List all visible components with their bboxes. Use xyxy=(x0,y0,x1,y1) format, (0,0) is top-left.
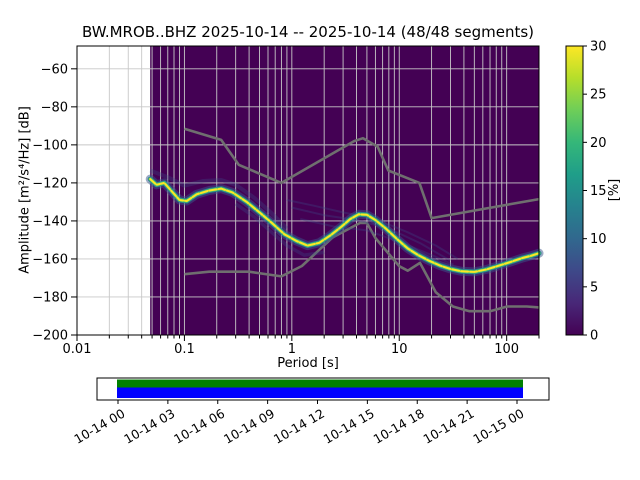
timeline-tick-label: 10-14 03 xyxy=(121,406,177,447)
psd-trace xyxy=(300,218,454,266)
timeline-coverage-bar xyxy=(117,379,523,388)
colorbar-tick-label: 15 xyxy=(590,184,607,199)
x-axis-label: Period [s] xyxy=(277,356,339,371)
timeline-tick-label: 10-14 12 xyxy=(271,406,327,447)
timeline-tick-label: 10-14 18 xyxy=(371,406,427,447)
x-tick-label: 100 xyxy=(494,342,519,357)
y-tick-label: −100 xyxy=(32,138,68,153)
y-tick-label: −200 xyxy=(32,329,68,344)
timeline-tick-label: 10-14 00 xyxy=(71,406,127,447)
y-tick-label: −140 xyxy=(32,214,68,229)
colorbar-tick-label: 25 xyxy=(590,88,607,103)
timeline-tick-label: 10-14 09 xyxy=(221,406,277,447)
axes-spines xyxy=(76,45,540,336)
psd-mode-curve xyxy=(149,178,540,273)
psd-trace xyxy=(291,206,452,262)
plot-title: BW.MROB..BHZ 2025-10-14 -- 2025-10-14 (4… xyxy=(81,23,535,41)
colorbar-tick-label: 20 xyxy=(590,136,607,151)
x-tick-label: 0.01 xyxy=(63,342,92,357)
psd-probability-band xyxy=(145,174,544,277)
colorbar-label: [%] xyxy=(607,179,622,202)
y-tick-label: −60 xyxy=(41,62,68,77)
psd-trace xyxy=(234,202,325,257)
psd-trace xyxy=(149,168,289,230)
y-tick-label: −120 xyxy=(32,176,68,191)
nlnm-curve xyxy=(184,221,540,313)
colorbar-tick-label: 10 xyxy=(590,232,607,247)
colorbar: 0 5 10 15 20 25 30 [%] xyxy=(565,40,622,344)
colorbar-tick-label: 30 xyxy=(590,40,607,55)
x-tick-label: 0.1 xyxy=(174,342,195,357)
colorbar-tick-label: 0 xyxy=(590,329,598,344)
colorbar-gradient xyxy=(566,46,583,335)
timeline-tick-label: 10-15 00 xyxy=(470,406,526,447)
y-tick-label: −80 xyxy=(41,100,68,115)
timeline-tick-label: 10-14 06 xyxy=(171,406,227,447)
timeline-tick-label: 10-14 15 xyxy=(321,406,377,447)
y-tick-label: −160 xyxy=(32,252,68,267)
x-tick-label: 10 xyxy=(391,342,408,357)
nhnm-curve xyxy=(184,127,540,220)
axes-ticks-and-labels: 0.01 0.1 1 10 100 −60 −80 −100 −120 −140 −160 −180 −… xyxy=(32,45,540,357)
y-tick-label: −180 xyxy=(32,290,68,305)
timeline-tick-label: 10-14 21 xyxy=(420,406,476,447)
timeline-data-bar xyxy=(117,387,523,398)
noise-model-curves xyxy=(184,127,540,313)
x-tick-label: 1 xyxy=(288,342,296,357)
colorbar-tick-label: 5 xyxy=(590,280,598,295)
